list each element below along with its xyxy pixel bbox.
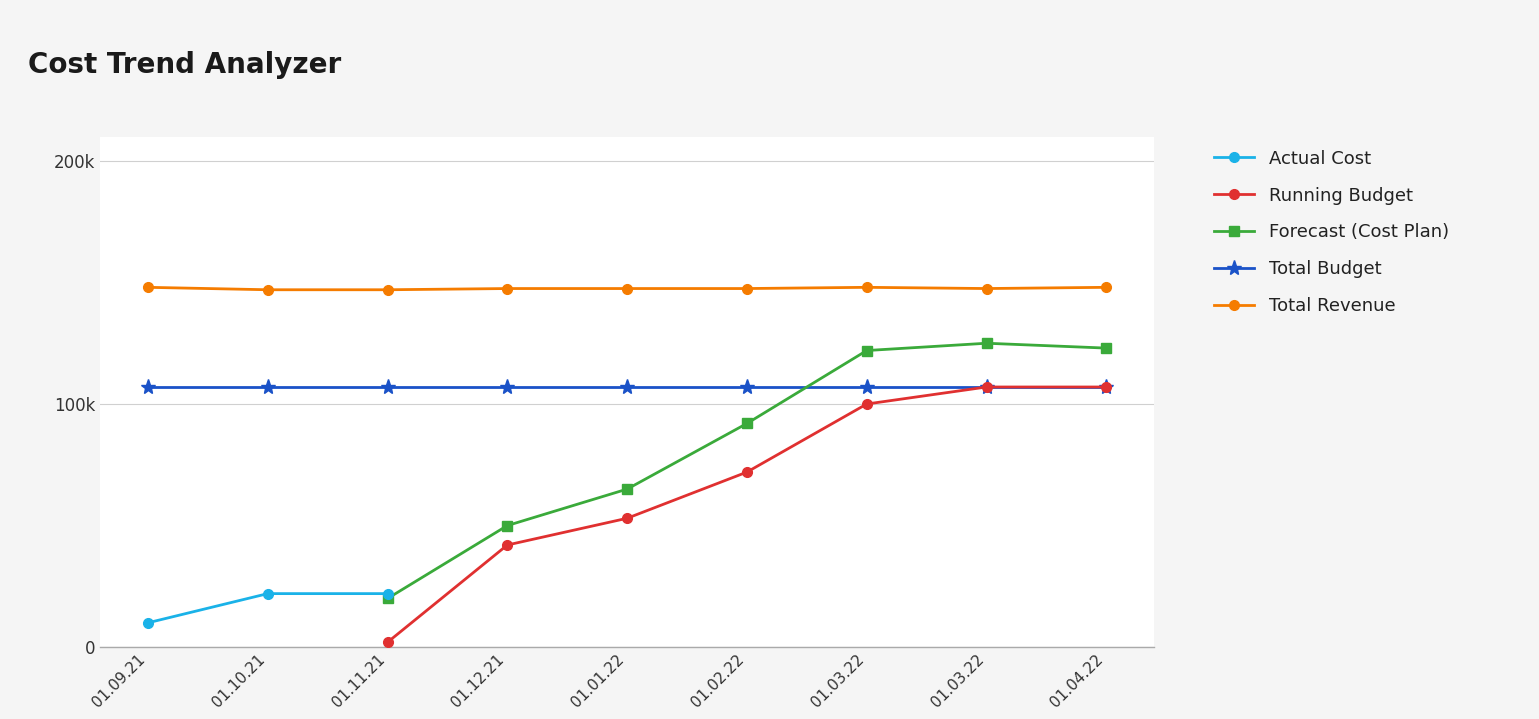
Forecast (Cost Plan) xyxy=(1097,344,1116,352)
Running Budget xyxy=(1097,383,1116,391)
Total Budget xyxy=(977,383,996,391)
Total Budget xyxy=(737,383,756,391)
Running Budget xyxy=(499,541,517,549)
Total Budget xyxy=(857,383,876,391)
Total Revenue xyxy=(259,285,277,294)
Forecast (Cost Plan) xyxy=(737,419,756,428)
Forecast (Cost Plan) xyxy=(617,485,636,493)
Total Budget xyxy=(617,383,636,391)
Running Budget xyxy=(737,468,756,477)
Line: Running Budget: Running Budget xyxy=(383,382,1111,647)
Forecast (Cost Plan) xyxy=(379,594,397,603)
Total Budget xyxy=(259,383,277,391)
Line: Forecast (Cost Plan): Forecast (Cost Plan) xyxy=(383,339,1111,603)
Total Revenue xyxy=(737,284,756,293)
Total Revenue xyxy=(1097,283,1116,292)
Line: Total Revenue: Total Revenue xyxy=(143,283,1111,295)
Actual Cost xyxy=(259,590,277,598)
Total Revenue xyxy=(499,284,517,293)
Total Budget xyxy=(379,383,397,391)
Running Budget xyxy=(617,514,636,523)
Forecast (Cost Plan) xyxy=(977,339,996,347)
Line: Total Budget: Total Budget xyxy=(140,380,1114,395)
Actual Cost xyxy=(139,618,157,627)
Total Revenue xyxy=(977,284,996,293)
Forecast (Cost Plan) xyxy=(857,347,876,355)
Running Budget xyxy=(857,400,876,408)
Total Budget xyxy=(139,383,157,391)
Running Budget xyxy=(379,638,397,646)
Total Revenue xyxy=(617,284,636,293)
Total Budget xyxy=(499,383,517,391)
Line: Actual Cost: Actual Cost xyxy=(143,589,392,628)
Total Budget xyxy=(1097,383,1116,391)
Forecast (Cost Plan) xyxy=(499,521,517,530)
Total Revenue xyxy=(857,283,876,292)
Actual Cost xyxy=(379,590,397,598)
Running Budget xyxy=(977,383,996,391)
Total Revenue xyxy=(139,283,157,292)
Total Revenue xyxy=(379,285,397,294)
Text: Cost Trend Analyzer: Cost Trend Analyzer xyxy=(28,50,342,78)
Legend: Actual Cost, Running Budget, Forecast (Cost Plan), Total Budget, Total Revenue: Actual Cost, Running Budget, Forecast (C… xyxy=(1205,140,1457,324)
